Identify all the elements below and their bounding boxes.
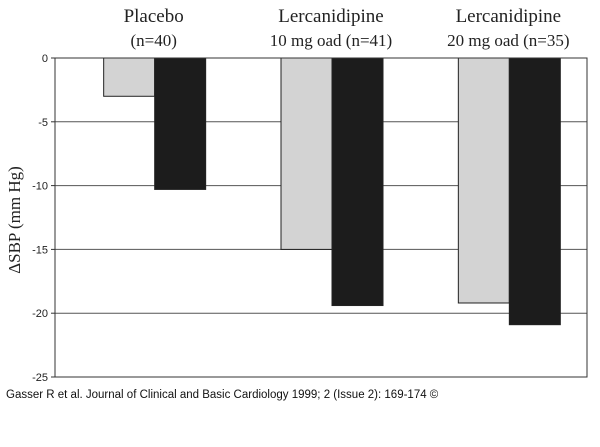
bar-light xyxy=(103,57,156,97)
group-title: Lercanidipine xyxy=(456,6,562,27)
bar-dark xyxy=(508,57,561,326)
group-subtitle: 20 mg oad (n=35) xyxy=(447,31,569,50)
bar-light xyxy=(457,57,510,304)
group-subtitle: 10 mg oad (n=41) xyxy=(270,31,392,50)
y-tick-label: -20 xyxy=(32,308,48,320)
bars xyxy=(103,57,561,326)
y-axis-label: ΔSBP (mm Hg) xyxy=(5,166,24,274)
y-tick-label: -5 xyxy=(38,117,48,129)
bar-dark xyxy=(331,57,384,307)
y-tick-label: -15 xyxy=(32,244,48,256)
group-title: Placebo xyxy=(124,6,184,27)
group-subtitle: (n=40) xyxy=(130,31,176,50)
bar-light xyxy=(280,57,333,250)
y-axis-ticks: 0 -5 -10 -15 -20 -25 xyxy=(32,53,55,384)
group-titles: Placebo (n=40) Lercanidipine 10 mg oad (n=4… xyxy=(124,6,570,50)
y-tick-label: 0 xyxy=(42,53,48,65)
y-tick-label: -10 xyxy=(32,181,48,193)
citation-caption: Gasser R et al. Journal of Clinical and … xyxy=(6,389,439,401)
bar-dark xyxy=(154,57,207,190)
plot-frame xyxy=(54,57,588,378)
y-tick-label: -25 xyxy=(32,372,48,384)
group-title: Lercanidipine xyxy=(278,6,384,27)
